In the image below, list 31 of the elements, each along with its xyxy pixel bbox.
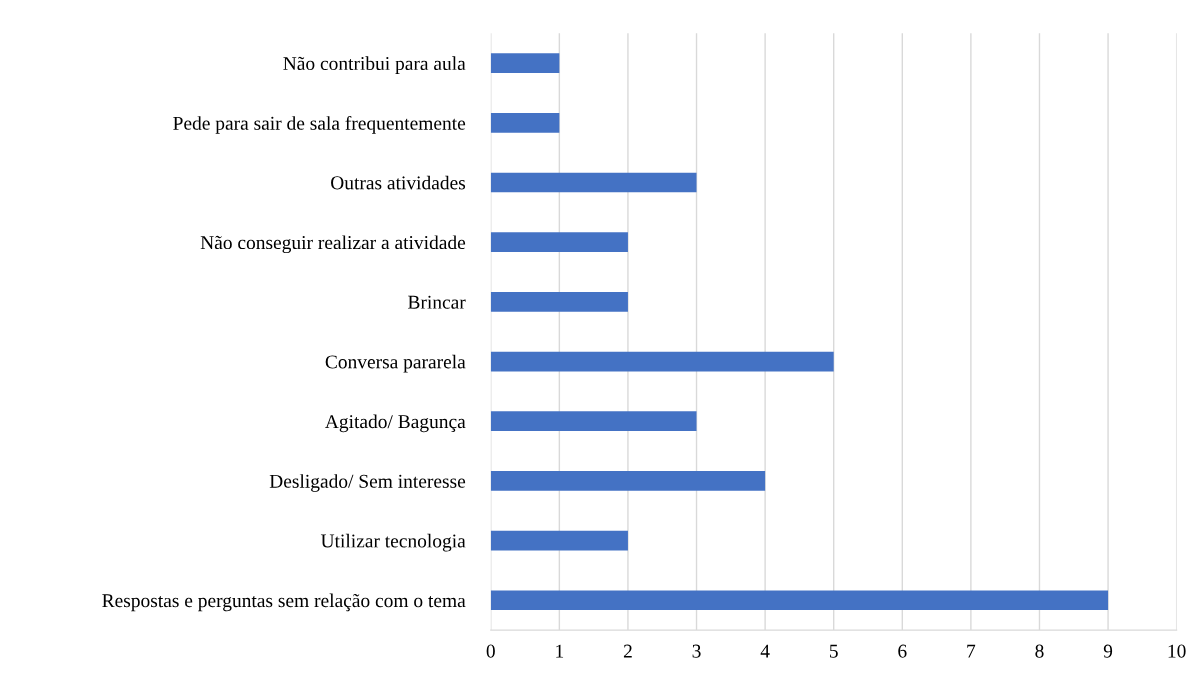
y-tick-label: Pede para sair de sala frequentemente	[173, 115, 466, 134]
bar	[490, 292, 628, 312]
x-tick-label: 4	[760, 644, 770, 658]
x-tick-label: 3	[692, 644, 701, 658]
y-tick-label: Outras atividades	[331, 175, 466, 190]
y-tick-label: Desligado/ Sem interesse	[269, 474, 466, 492]
bar	[490, 112, 560, 133]
x-tick-label: 10	[1168, 644, 1186, 658]
x-tick-label: 5	[829, 644, 838, 658]
bar	[490, 530, 628, 551]
y-tick-label: Conversa pararela	[325, 354, 466, 373]
y-tick-label: Agitado/ Bagunça	[325, 414, 466, 433]
x-tick-label: 8	[1035, 644, 1044, 658]
bar	[490, 590, 1109, 611]
y-tick-label: Respostas e perguntas sem relação com o tema	[102, 593, 466, 612]
y-tick-label: Brincar	[408, 295, 466, 309]
bar	[490, 53, 560, 73]
x-tick-label: 2	[623, 644, 632, 658]
y-tick-label: Utilizar tecnologia	[320, 533, 466, 552]
bar	[490, 172, 697, 193]
bar	[490, 232, 628, 253]
x-tick-label: 7	[967, 644, 976, 658]
x-tick-label: 9	[1103, 644, 1113, 658]
x-tick-label: 1	[556, 644, 564, 658]
bar	[490, 471, 766, 491]
bar	[490, 411, 697, 432]
y-tick-label: Não contribui para aula	[283, 56, 466, 74]
bar	[490, 351, 834, 372]
x-tick-label: 6	[898, 644, 907, 658]
y-tick-label: Não conseguir realizar a atividade	[200, 235, 466, 254]
x-tick-label: 0	[486, 644, 495, 658]
